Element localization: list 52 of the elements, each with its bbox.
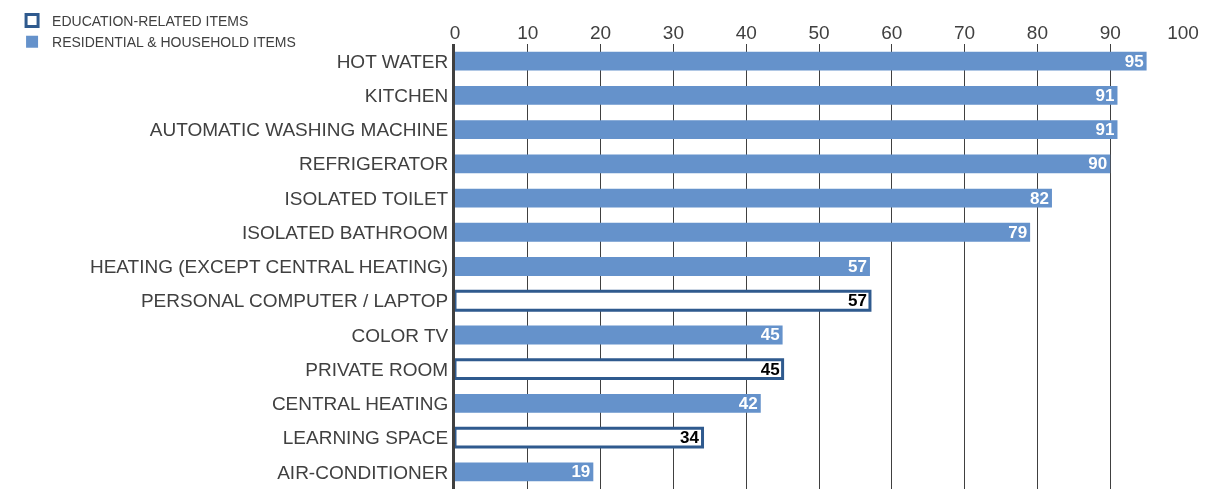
data-label: 45 bbox=[760, 359, 780, 379]
y-tick-label: COLOR TV bbox=[351, 324, 449, 346]
data-label: 91 bbox=[1095, 85, 1115, 105]
y-tick-label: LEARNING SPACE bbox=[282, 427, 449, 449]
y-tick-label: ISOLATED TOILET bbox=[284, 187, 449, 209]
data-label: 90 bbox=[1088, 154, 1108, 174]
y-tick-label: HOT WATER bbox=[336, 50, 449, 72]
y-tick-label: CENTRAL HEATING bbox=[271, 393, 449, 415]
bar bbox=[455, 358, 785, 381]
bar bbox=[455, 257, 870, 276]
bar bbox=[455, 462, 594, 482]
x-tick-label: 70 bbox=[954, 22, 976, 44]
data-label: 57 bbox=[848, 291, 867, 311]
bar bbox=[455, 426, 705, 449]
bar bbox=[455, 154, 1111, 174]
y-tick-label: KITCHEN bbox=[364, 85, 449, 106]
y-tick-label: AUTOMATIC WASHING MACHINE bbox=[149, 119, 449, 141]
y-tick-label: HEATING (EXCEPT CENTRAL HEATING) bbox=[89, 256, 449, 278]
y-tick-label: PRIVATE ROOM bbox=[305, 358, 449, 380]
bar bbox=[455, 325, 783, 345]
x-tick-label: 40 bbox=[735, 22, 757, 44]
bar bbox=[455, 394, 761, 413]
data-label: 34 bbox=[680, 428, 700, 448]
data-label: 57 bbox=[848, 257, 867, 276]
x-tick-label: 50 bbox=[808, 22, 830, 44]
x-tick-label: 60 bbox=[881, 22, 903, 44]
data-label: 91 bbox=[1095, 120, 1115, 140]
y-tick-label: AIR-CONDITIONER bbox=[277, 461, 449, 483]
y-tick-label: PERSONAL COMPUTER / LAPTOP bbox=[140, 290, 449, 312]
x-tick-label: 80 bbox=[1026, 22, 1048, 44]
x-tick-label: 10 bbox=[517, 22, 539, 44]
data-label: 45 bbox=[760, 325, 780, 345]
legend-label: RESIDENTIAL & HOUSEHOLD ITEMS bbox=[52, 34, 296, 51]
data-label: 42 bbox=[738, 393, 758, 413]
legend-label: EDUCATION-RELATED ITEMS bbox=[52, 12, 249, 29]
bar bbox=[455, 289, 872, 312]
x-tick-label: 20 bbox=[590, 22, 612, 44]
data-label: 79 bbox=[1008, 222, 1028, 242]
bar bbox=[455, 85, 1118, 105]
bar bbox=[455, 188, 1052, 208]
x-tick-label: 90 bbox=[1099, 22, 1121, 44]
y-tick-label: ISOLATED BATHROOM bbox=[241, 221, 449, 243]
bar bbox=[455, 222, 1031, 242]
data-label: 19 bbox=[571, 462, 591, 482]
data-label: 82 bbox=[1030, 188, 1049, 208]
bar bbox=[455, 51, 1147, 71]
bar bbox=[455, 120, 1118, 139]
data-label: 95 bbox=[1124, 51, 1144, 71]
y-tick-label: REFRIGERATOR bbox=[299, 153, 449, 175]
x-tick-label: 30 bbox=[662, 22, 684, 44]
x-tick-label: 0 bbox=[449, 22, 461, 44]
x-tick-label: 100 bbox=[1167, 22, 1199, 44]
